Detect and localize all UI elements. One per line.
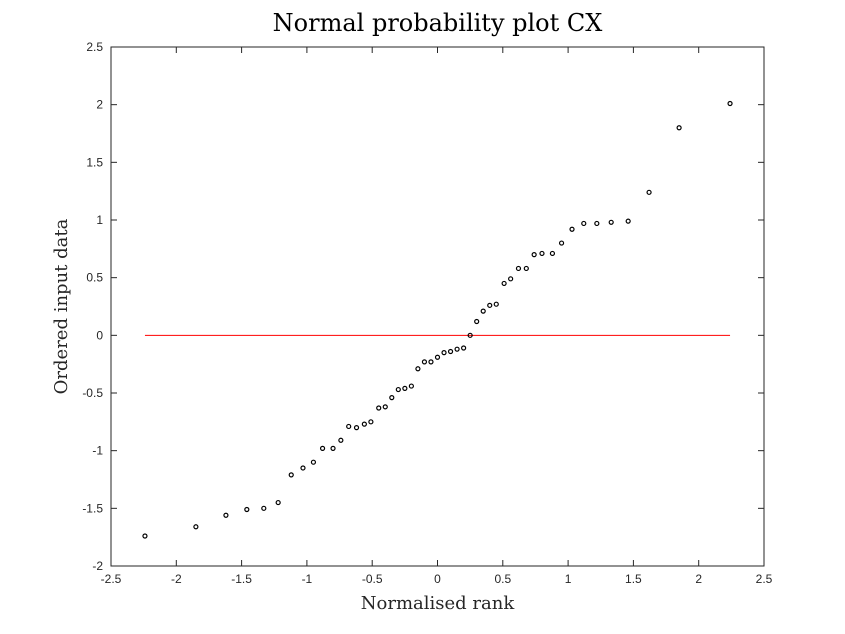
data-point xyxy=(353,425,360,431)
data-point xyxy=(193,524,199,530)
data-point xyxy=(608,219,614,225)
data-point xyxy=(480,308,486,314)
y-tick-label: -0.5 xyxy=(82,386,103,400)
data-point xyxy=(300,465,306,471)
data-point xyxy=(223,512,229,518)
data-point xyxy=(368,419,374,425)
data-point xyxy=(493,301,499,307)
y-tick-label: 2.5 xyxy=(86,40,103,54)
data-point xyxy=(549,250,556,257)
data-point xyxy=(421,359,428,365)
data-point xyxy=(330,445,336,451)
x-tick-label: 2.5 xyxy=(756,572,773,586)
x-tick-label: 2 xyxy=(695,572,702,586)
data-point xyxy=(288,472,294,478)
y-tick-label: 0.5 xyxy=(86,271,103,285)
data-point xyxy=(531,252,537,258)
x-tick-label: -1.5 xyxy=(231,572,252,586)
y-tick-label: 2 xyxy=(96,98,103,112)
data-point xyxy=(275,499,281,506)
data-point xyxy=(389,395,395,401)
data-point xyxy=(727,100,733,107)
data-point xyxy=(376,405,382,411)
y-tick-label: -1.5 xyxy=(82,501,103,515)
data-point xyxy=(408,383,414,389)
data-point xyxy=(501,280,507,287)
data-point xyxy=(594,220,600,227)
data-point xyxy=(402,385,408,391)
data-point xyxy=(244,506,250,513)
x-tick-label: 1 xyxy=(565,572,572,586)
axis-tick-labels: -2.5 -2 -1.5 -1 -0.5 0 0.5 1 1.5 2 2.5-2-1.5-1-0.5… xyxy=(82,40,772,586)
data-point xyxy=(428,359,434,365)
data-point xyxy=(558,240,565,246)
data-point xyxy=(441,350,447,356)
x-tick-label: -1 xyxy=(302,572,313,586)
y-tick-label: 0 xyxy=(96,328,103,342)
x-tick-label: 0 xyxy=(434,572,441,586)
data-point xyxy=(461,345,467,351)
x-tick-label: -2.5 xyxy=(101,572,122,586)
chart-title: Normal probability plot CX xyxy=(273,9,603,37)
data-point xyxy=(346,423,352,430)
y-axis-label: Ordered input data xyxy=(51,218,72,394)
data-point xyxy=(487,302,493,308)
x-tick-label: 1.5 xyxy=(625,572,642,586)
plot-frame xyxy=(110,46,765,567)
data-point xyxy=(467,332,473,338)
data-point xyxy=(569,226,575,232)
data-point xyxy=(508,276,514,282)
data-point xyxy=(361,421,367,427)
x-tick-label: -2 xyxy=(171,572,182,586)
data-point xyxy=(454,346,460,352)
x-tick-label: 0.5 xyxy=(494,572,511,586)
data-point xyxy=(523,265,529,272)
data-point xyxy=(539,250,545,257)
data-point xyxy=(319,445,326,451)
y-tick-label: -2 xyxy=(92,559,103,573)
y-tick-label: 1 xyxy=(96,213,103,227)
data-points xyxy=(142,100,733,539)
data-point xyxy=(625,218,631,224)
x-tick-label: -0.5 xyxy=(362,572,383,586)
data-point xyxy=(581,220,587,227)
y-tick-label: 1.5 xyxy=(86,155,103,169)
data-point xyxy=(434,354,441,360)
data-point xyxy=(646,189,652,195)
data-point xyxy=(338,437,344,443)
data-point xyxy=(261,505,267,511)
data-point xyxy=(515,265,522,272)
y-tick-label: -1 xyxy=(92,444,103,458)
data-point xyxy=(676,125,682,131)
data-point xyxy=(382,404,388,410)
data-point xyxy=(474,318,480,325)
plot-area-background xyxy=(111,47,764,566)
x-axis-label: Normalised rank xyxy=(361,593,516,614)
data-point xyxy=(395,386,401,393)
data-point xyxy=(415,366,421,372)
data-point xyxy=(447,348,454,355)
data-point xyxy=(310,459,317,465)
data-point xyxy=(142,533,148,539)
